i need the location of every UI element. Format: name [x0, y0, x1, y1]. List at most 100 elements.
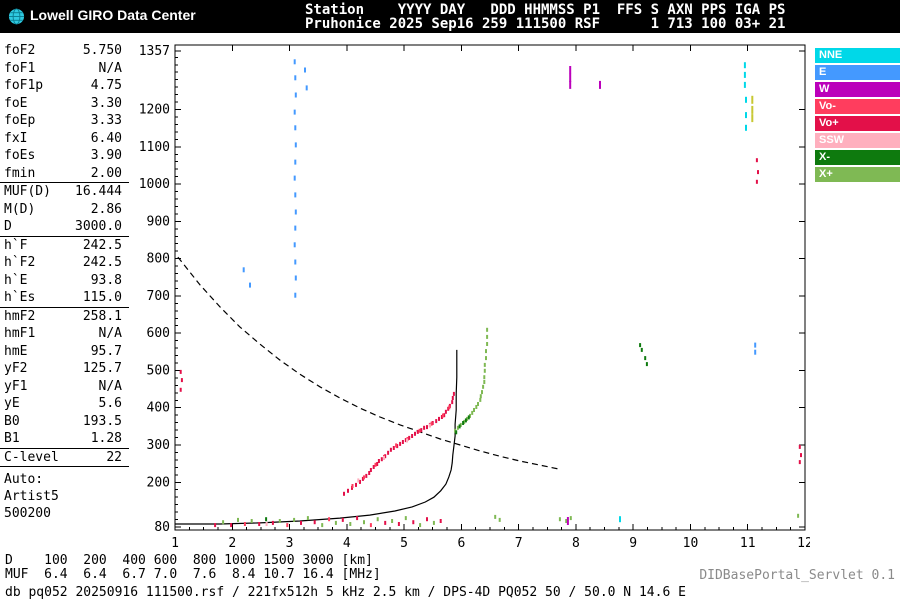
echo-points-x-plus	[456, 425, 459, 430]
app-title: Lowell GIRO Data Center	[30, 7, 196, 23]
y-tick-label: 900	[147, 214, 170, 229]
echo-points-ssw	[428, 423, 431, 428]
parameter-label: hmE	[4, 343, 28, 359]
echo-points-vo-plus	[798, 444, 801, 449]
parameter-value: 115.0	[82, 290, 122, 305]
echo-points-vo-plus	[401, 440, 404, 444]
echo-points-vo-minus	[351, 484, 354, 488]
x-tick-label: 6	[457, 536, 465, 551]
x-tick-label: 3	[286, 536, 294, 551]
muf-distance-row: D 100 200 400 600 800 1000 1500 3000 [km…	[5, 553, 373, 568]
echo-points-vo-plus	[416, 429, 419, 434]
parameter-group: MUF(D) 16.444 M(D) 2.86 D 3000.0	[0, 183, 129, 237]
x-tick-label: 11	[740, 536, 756, 551]
parameter-value: 4.75	[90, 78, 122, 93]
y-tick-label: 1200	[139, 103, 170, 118]
echo-points-x-plus	[404, 516, 407, 521]
echo-points-nne	[745, 124, 747, 131]
parameter-value: 242.5	[82, 255, 122, 270]
status-line: db pq052 20250916 111500.rsf / 221fx512h…	[5, 585, 686, 600]
x-tick-label: 12	[797, 536, 810, 551]
echo-points-ssw	[265, 522, 268, 526]
ionogram-plot: 1 2 3 4 5 6 7 8 9 10 11 121357120011001000900800700…	[139, 44, 810, 551]
parameter-label: h`F2	[4, 255, 36, 270]
echo-points-e	[293, 175, 296, 181]
echo-points-e	[293, 109, 296, 115]
echo-points-w	[569, 66, 572, 74]
parameter-label: fxI	[4, 130, 28, 146]
y-tick-label: 400	[147, 401, 170, 416]
y-tick-label: 200	[147, 475, 170, 490]
echo-points-x-plus	[334, 520, 337, 525]
echo-points-e	[294, 92, 297, 98]
echo-points-x-plus	[454, 428, 457, 433]
echo-points-vo-plus	[179, 387, 182, 392]
echo-points-vo-plus	[180, 378, 183, 383]
echo-points-vo-plus	[347, 488, 349, 493]
echo-points-x-plus	[482, 384, 485, 389]
auto-program: Artist5	[4, 489, 59, 504]
parameters-sidebar: foF2 5.750 foF1 N/A foF1p 4.75 foE 3.30 foEp 3.33…	[0, 42, 129, 522]
parameter-row: h`E 93.8	[0, 272, 129, 290]
y-tick-label: 600	[147, 326, 170, 341]
parameter-value: 1.28	[90, 431, 122, 446]
legend-item-nne: NNE	[815, 48, 900, 63]
echo-points-x-plus	[293, 517, 296, 522]
parameter-label: h`Es	[4, 290, 36, 305]
echo-points-x-plus	[486, 342, 489, 346]
x-tick-label: 5	[400, 536, 408, 551]
echo-points-vo-plus	[343, 491, 345, 496]
echo-points-x-plus	[459, 422, 462, 427]
echo-points-nne	[743, 81, 746, 88]
echo-points-e	[293, 59, 296, 65]
echo-points-vo-plus	[359, 479, 361, 484]
parameter-label: C-level	[4, 449, 59, 465]
echo-points-vo-plus	[451, 400, 454, 405]
echo-points-vo-plus	[341, 517, 344, 522]
plot-frame	[174, 44, 806, 531]
echo-points-vo-plus	[384, 454, 387, 459]
parameter-label: hmF1	[4, 326, 36, 341]
x-tick-label: 8	[572, 536, 580, 551]
echo-points-x-plus	[376, 517, 379, 522]
x-tick-label: 9	[629, 536, 637, 551]
echo-points-x-plus	[481, 390, 483, 395]
echo-points-e	[294, 225, 297, 231]
echo-points-x-plus	[479, 397, 482, 402]
echo-points-x-plus	[479, 394, 482, 399]
echo-points-x-plus	[363, 520, 365, 525]
echo-points-vo-plus	[423, 425, 426, 430]
echo-points-x-plus	[569, 516, 572, 521]
echo-points-e	[304, 67, 306, 73]
echo-points-vo-plus	[435, 419, 438, 424]
parameter-label: M(D)	[4, 201, 36, 217]
parameter-value: 3.90	[90, 148, 122, 163]
echo-points-vo-plus	[392, 446, 395, 450]
echo-points-e	[754, 342, 757, 348]
echo-points-vo-plus	[389, 447, 392, 452]
y-tick-label: 1357	[139, 44, 170, 59]
echo-points-x-plus	[391, 519, 394, 523]
echo-points-x-plus	[432, 520, 435, 525]
echo-points-x-plus	[475, 405, 478, 409]
parameter-row: C-level 22	[0, 449, 129, 467]
echo-points-vo-plus	[443, 413, 446, 418]
echo-points-e	[305, 85, 308, 91]
parameter-row: MUF(D) 16.444	[0, 183, 129, 201]
echo-points-nne	[745, 112, 747, 119]
echo-points-x-minus	[645, 362, 648, 367]
echo-points-x-minus	[265, 517, 268, 522]
parameter-value: 95.7	[90, 343, 122, 359]
echo-points-x-plus	[419, 523, 422, 528]
parameter-value: N/A	[98, 378, 122, 394]
parameter-group: foF2 5.750 foF1 N/A foF1p 4.75 foE 3.30 foEp 3.33…	[0, 42, 129, 183]
echo-points-x-plus	[471, 410, 474, 415]
echo-points-e	[294, 75, 297, 81]
echo-points-vo-plus	[447, 406, 450, 411]
y-tick-label: 1000	[139, 177, 170, 192]
y-tick-label: 500	[147, 363, 170, 378]
echo-points-e	[293, 242, 296, 248]
echo-points-x-plus	[498, 517, 501, 522]
parameter-row: fxI 6.40	[0, 130, 129, 148]
